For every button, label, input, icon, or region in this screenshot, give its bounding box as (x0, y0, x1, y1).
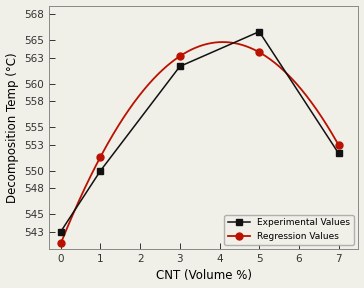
X-axis label: CNT (Volume %): CNT (Volume %) (156, 270, 252, 283)
Legend: Experimental Values, Regression Values: Experimental Values, Regression Values (224, 215, 354, 245)
Y-axis label: Decomposition Temp (°C): Decomposition Temp (°C) (5, 52, 19, 202)
